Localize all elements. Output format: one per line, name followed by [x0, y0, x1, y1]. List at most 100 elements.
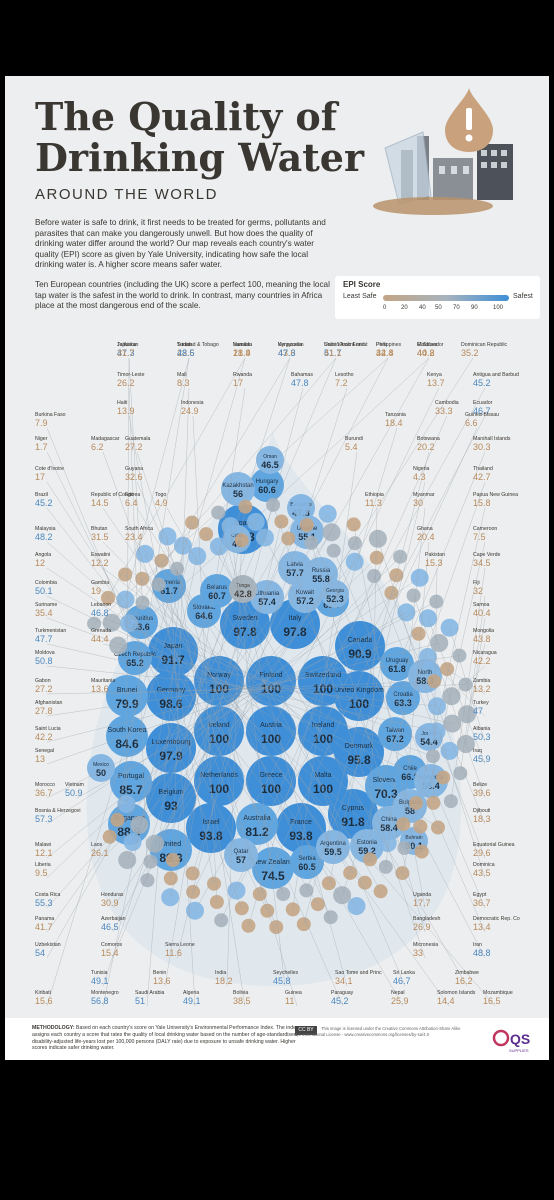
- bubble-portugal: [110, 761, 152, 803]
- bubble-country-label: Singapore: [113, 815, 145, 822]
- glass-icon: [373, 131, 493, 215]
- bubble-value-label: 97.8: [233, 625, 257, 639]
- outer-value-label: 15.3: [425, 558, 443, 568]
- outer-value-label: 45.2: [35, 498, 53, 508]
- outer-country-label: Antigua and Barbud: [473, 372, 519, 378]
- outer-value-label: 44.4: [91, 634, 109, 644]
- outer-country-label: Jamaica: [117, 342, 136, 348]
- outer-value-label: 31.5: [91, 532, 109, 542]
- leader-line: [154, 357, 430, 844]
- bubble-country-label: Germany: [157, 687, 186, 694]
- methodology-label: METHODOLOGY:: [32, 1025, 75, 1031]
- bubble-value-label: 67.2: [386, 734, 404, 744]
- bubble-value-label: 58.4: [380, 823, 398, 833]
- outer-country-label: Mali: [177, 372, 187, 378]
- bubble-value-label: 61.8: [388, 664, 406, 674]
- qs-logo-icon: QS SUPPLIES: [492, 1029, 530, 1053]
- outer-country-label: Haiti: [117, 400, 127, 406]
- bubble-small: [252, 887, 267, 902]
- leader-line: [353, 524, 426, 909]
- outer-value-label: 50.8: [35, 656, 53, 666]
- leader-line: [259, 427, 478, 895]
- bubble-armenia: [152, 569, 186, 603]
- outer-value-label: 5.4: [345, 442, 358, 452]
- outer-country-label: Equatorial Guinea: [473, 842, 515, 848]
- header-illustration: [373, 88, 513, 215]
- outer-country-label: Bolivia: [233, 990, 248, 996]
- outer-country-label: Vanuatu: [233, 342, 252, 348]
- outer-country-label: Paraguay: [331, 990, 354, 996]
- leader-line: [46, 522, 193, 1007]
- bubble-country-label: Denmark: [345, 743, 374, 750]
- bubble-country-label: Qatar: [233, 849, 248, 855]
- bubble-country-label: Israel: [202, 819, 220, 826]
- outer-country-label: Malaysia: [35, 526, 56, 532]
- leader-line: [427, 656, 486, 717]
- outer-value-label: 12.1: [35, 848, 53, 858]
- outer-value-label: 42.7: [473, 472, 491, 482]
- leader-line: [46, 451, 268, 911]
- outer-value-label: 17.7: [413, 898, 431, 908]
- leader-line: [167, 536, 196, 1007]
- leader-line: [306, 451, 486, 891]
- leader-line: [328, 481, 426, 884]
- outer-country-label: Democratic Rep. Co: [473, 916, 520, 922]
- bubble-france: [276, 803, 326, 853]
- outer-value-label: 40.4: [473, 608, 491, 618]
- leader-line: [192, 415, 218, 903]
- leader-line: [144, 553, 344, 1007]
- bubble-country-label: Georgia: [326, 588, 344, 594]
- outer-value-label: 42.8: [376, 348, 394, 358]
- bubble-value-label: 90.9: [348, 647, 372, 661]
- bubble-country-label: Cyprus: [342, 805, 365, 812]
- leader-line: [221, 415, 448, 921]
- outer-country-label: Marshall Islands: [473, 436, 511, 442]
- bubble-germany: [146, 671, 196, 721]
- outer-country-label: Ghana: [417, 526, 433, 532]
- bubble-country-label: Czech Republic: [114, 652, 156, 658]
- title-line-2: Drinking Water: [35, 135, 364, 180]
- outer-country-label: Panama: [35, 916, 54, 922]
- leader-line: [46, 557, 377, 879]
- bubble-value-label: 66.8: [401, 772, 419, 782]
- bubble-value-label: 57.4: [258, 597, 276, 607]
- outer-country-label: Myanmar: [413, 492, 435, 498]
- leader-line: [46, 655, 460, 717]
- outer-value-label: 8.3: [177, 378, 190, 388]
- outer-value-label: 32: [473, 586, 483, 596]
- outer-value-label: 36.7: [473, 898, 491, 908]
- bubble-croatia: [386, 681, 420, 715]
- leader-line: [218, 546, 406, 987]
- leader-line: [102, 521, 256, 987]
- bubble-value-label: 100: [261, 782, 281, 796]
- bubble-value-label: 56: [233, 489, 243, 499]
- outer-country-label: Togo: [155, 492, 166, 498]
- bubble-country-label: Uruguay: [386, 658, 409, 664]
- outer-value-label: 49.1: [183, 996, 201, 1006]
- outer-value-label: 50.1: [35, 586, 53, 596]
- leader-line: [107, 357, 246, 598]
- bubble-country-label: Portugal: [118, 773, 145, 780]
- outer-country-label: Sierra Leone: [165, 942, 195, 948]
- epi-legend: EPI Score Least Safe Safest 0 20 40 50 70 90 1…: [335, 276, 540, 319]
- outer-value-label: 43.5: [473, 868, 491, 878]
- bubble-small: [221, 517, 240, 536]
- bubble-cyprus: [328, 789, 378, 839]
- outer-country-label: Cambodia: [435, 400, 459, 406]
- bubble-country-label: Mauritius: [129, 616, 153, 622]
- outer-country-label: Cape Verde: [473, 552, 501, 558]
- outer-country-label: Ethiopia: [365, 492, 384, 498]
- outer-value-label: 6.6: [465, 418, 478, 428]
- bubble-country-label: Estonia: [357, 840, 378, 846]
- outer-value-label: 11: [285, 996, 294, 1006]
- outer-value-label: 27.2: [125, 442, 143, 452]
- bubble-value-label: 60.6: [258, 485, 276, 495]
- outer-value-label: 32.6: [125, 472, 143, 482]
- outer-country-label: Belize: [473, 782, 487, 788]
- bubble-country-label: Latvia: [287, 562, 304, 568]
- outer-value-label: 18.2: [215, 976, 233, 986]
- leader-line: [449, 627, 486, 743]
- leader-line: [124, 574, 496, 1007]
- bubble-small: [188, 547, 207, 566]
- bubble-mexico: [87, 754, 115, 782]
